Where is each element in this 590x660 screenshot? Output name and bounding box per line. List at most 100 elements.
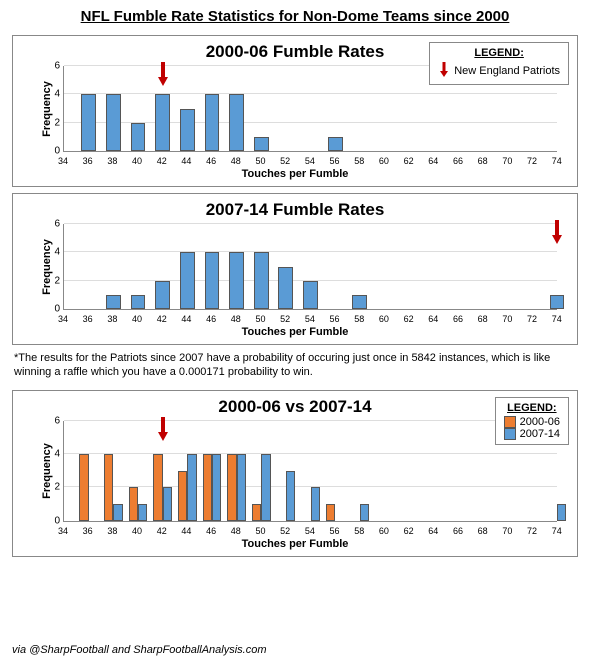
down-arrow-icon	[550, 218, 564, 251]
y-tick: 6	[46, 415, 60, 426]
y-tick: 0	[46, 146, 60, 157]
x-tick: 58	[352, 314, 366, 324]
x-tick: 40	[130, 526, 144, 536]
bar-series-a	[129, 487, 138, 520]
legend-comparison: LEGEND: 2000-06 2007-14	[495, 397, 569, 445]
legend-title: LEGEND:	[438, 47, 560, 59]
bar-series-b	[163, 487, 172, 520]
x-tick: 74	[550, 314, 564, 324]
x-tick: 62	[402, 314, 416, 324]
x-tick: 72	[525, 156, 539, 166]
legend-swatch-icon	[504, 416, 516, 428]
bar	[131, 295, 146, 309]
x-tick: 64	[426, 526, 440, 536]
bar-series-b	[286, 471, 295, 521]
legend-label-a: 2000-06	[520, 416, 560, 428]
bar	[328, 137, 343, 151]
bar-series-a	[153, 454, 162, 521]
chart-2000-06: LEGEND: New England Patriots 2000-06 Fum…	[12, 35, 578, 187]
x-tick: 56	[328, 526, 342, 536]
down-arrow-icon	[438, 61, 450, 80]
bar-series-b	[212, 454, 221, 521]
y-tick: 2	[46, 117, 60, 128]
bar-series-b	[138, 504, 147, 521]
x-tick: 70	[500, 314, 514, 324]
x-tick: 44	[179, 156, 193, 166]
x-tick: 46	[204, 156, 218, 166]
x-tick: 70	[500, 156, 514, 166]
x-tick: 38	[105, 314, 119, 324]
x-tick: 50	[254, 526, 268, 536]
y-tick: 0	[46, 515, 60, 526]
x-tick: 48	[229, 314, 243, 324]
bar-series-b	[261, 454, 270, 521]
x-tick: 34	[56, 314, 70, 324]
x-tick: 34	[56, 156, 70, 166]
x-tick: 66	[451, 156, 465, 166]
x-tick: 66	[451, 526, 465, 536]
bar	[278, 267, 293, 310]
bar	[106, 295, 121, 309]
y-tick: 2	[46, 482, 60, 493]
x-tick: 68	[476, 314, 490, 324]
x-ticks: 3436384042444648505254565860626466687072…	[63, 526, 557, 536]
x-tick: 48	[229, 526, 243, 536]
x-axis-label: Touches per Fumble	[13, 168, 577, 180]
bar	[180, 109, 195, 152]
x-tick: 56	[328, 156, 342, 166]
x-tick: 70	[500, 526, 514, 536]
x-tick: 42	[155, 314, 169, 324]
x-tick: 50	[254, 314, 268, 324]
bar	[205, 94, 220, 151]
y-tick: 0	[46, 304, 60, 315]
x-tick: 74	[550, 156, 564, 166]
bar	[254, 137, 269, 151]
page-container: NFL Fumble Rate Statistics for Non-Dome …	[0, 0, 590, 660]
bar-series-b	[557, 504, 566, 521]
bar-series-a	[79, 454, 88, 521]
bar	[229, 252, 244, 309]
footnote-text: *The results for the Patriots since 2007…	[14, 351, 576, 380]
bar	[155, 94, 170, 151]
legend-row-a: 2000-06	[504, 416, 560, 428]
x-tick: 48	[229, 156, 243, 166]
y-tick: 4	[46, 89, 60, 100]
bar-series-b	[237, 454, 246, 521]
x-tick: 52	[278, 526, 292, 536]
x-tick: 54	[303, 156, 317, 166]
bar-series-b	[187, 454, 196, 521]
x-tick: 46	[204, 526, 218, 536]
x-tick: 42	[155, 526, 169, 536]
y-tick: 6	[46, 61, 60, 72]
bar	[254, 252, 269, 309]
bar	[81, 94, 96, 151]
x-tick: 50	[254, 156, 268, 166]
x-tick: 66	[451, 314, 465, 324]
legend-label-b: 2007-14	[520, 428, 560, 440]
x-axis-label: Touches per Fumble	[13, 538, 577, 550]
bar-series-a	[326, 504, 335, 521]
chart-title: 2007-14 Fumble Rates	[13, 194, 577, 220]
x-tick: 60	[377, 526, 391, 536]
x-tick: 64	[426, 314, 440, 324]
legend-row-b: 2007-14	[504, 428, 560, 440]
x-tick: 62	[402, 156, 416, 166]
legend-title: LEGEND:	[504, 402, 560, 414]
chart-title: 2000-06 vs 2007-14	[13, 391, 577, 417]
x-tick: 56	[328, 314, 342, 324]
x-tick: 68	[476, 526, 490, 536]
credit-text: via @SharpFootball and SharpFootballAnal…	[12, 644, 267, 656]
bar-series-b	[360, 504, 369, 521]
bar-series-a	[104, 454, 113, 521]
x-tick: 40	[130, 314, 144, 324]
bar-series-a	[227, 454, 236, 521]
bar	[303, 281, 318, 309]
bar	[180, 252, 195, 309]
chart-2007-14: 2007-14 Fumble Rates Frequency 0246 3436…	[12, 193, 578, 345]
bar	[205, 252, 220, 309]
legend-swatch-icon	[504, 428, 516, 440]
chart-comparison: LEGEND: 2000-06 2007-14 2000-06 vs 2007-…	[12, 390, 578, 557]
bar	[155, 281, 170, 309]
x-tick: 64	[426, 156, 440, 166]
x-tick: 34	[56, 526, 70, 536]
